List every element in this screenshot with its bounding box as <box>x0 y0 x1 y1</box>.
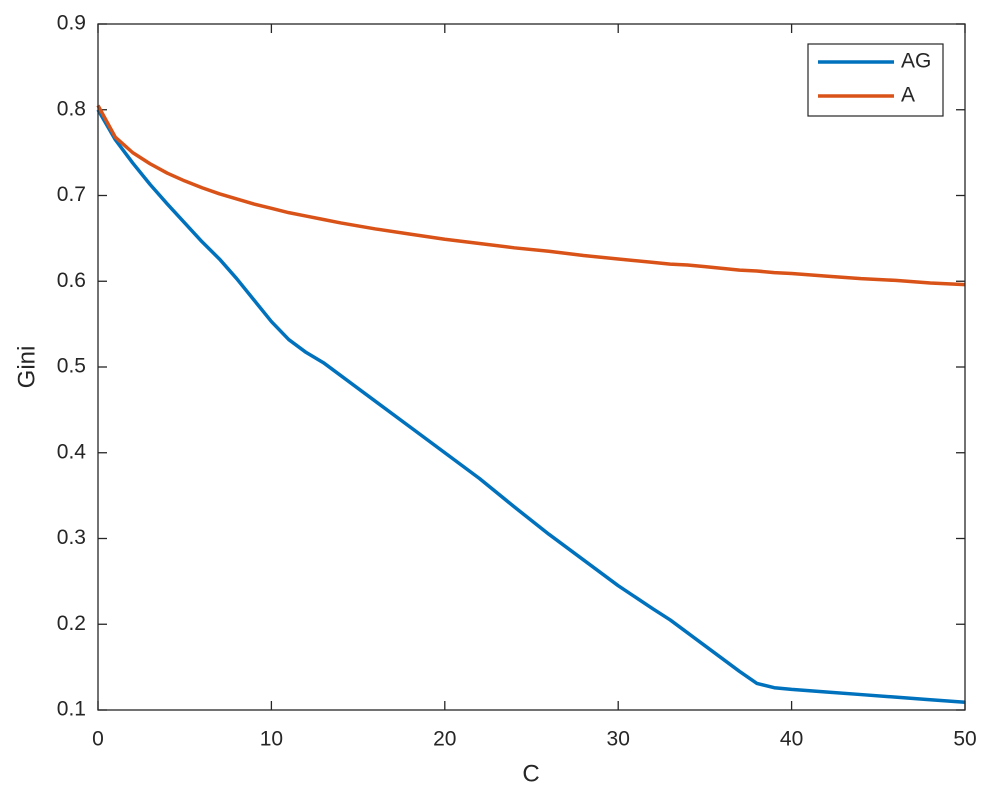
y-tick-label: 0.9 <box>57 12 86 35</box>
legend-box <box>807 43 944 117</box>
y-tick-label: 0.5 <box>57 355 86 378</box>
y-tick-label: 0.8 <box>57 97 86 120</box>
y-tick-label: 0.6 <box>57 269 86 292</box>
x-axis-label: C <box>522 760 539 787</box>
x-tick-label: 30 <box>607 728 630 751</box>
y-axis-label: Gini <box>13 346 40 389</box>
series-line <box>96 104 966 287</box>
legend-label: A <box>901 84 915 107</box>
legend: AG A <box>807 43 944 117</box>
x-tick-label: 0 <box>92 728 104 751</box>
x-tick-label: 50 <box>953 728 976 751</box>
x-tick-label: 20 <box>433 728 456 751</box>
x-tick-label: 10 <box>260 728 283 751</box>
legend-label: AG <box>901 50 931 73</box>
plot-frame <box>97 23 966 711</box>
y-tick-label: 0.3 <box>57 526 86 549</box>
y-tick-label: 0.1 <box>57 698 86 721</box>
series-line <box>96 108 966 705</box>
x-tick-label: 40 <box>780 728 803 751</box>
y-tick-label: 0.4 <box>57 440 87 463</box>
y-tick-label: 0.7 <box>57 183 86 206</box>
y-tick-label: 0.2 <box>57 612 86 635</box>
